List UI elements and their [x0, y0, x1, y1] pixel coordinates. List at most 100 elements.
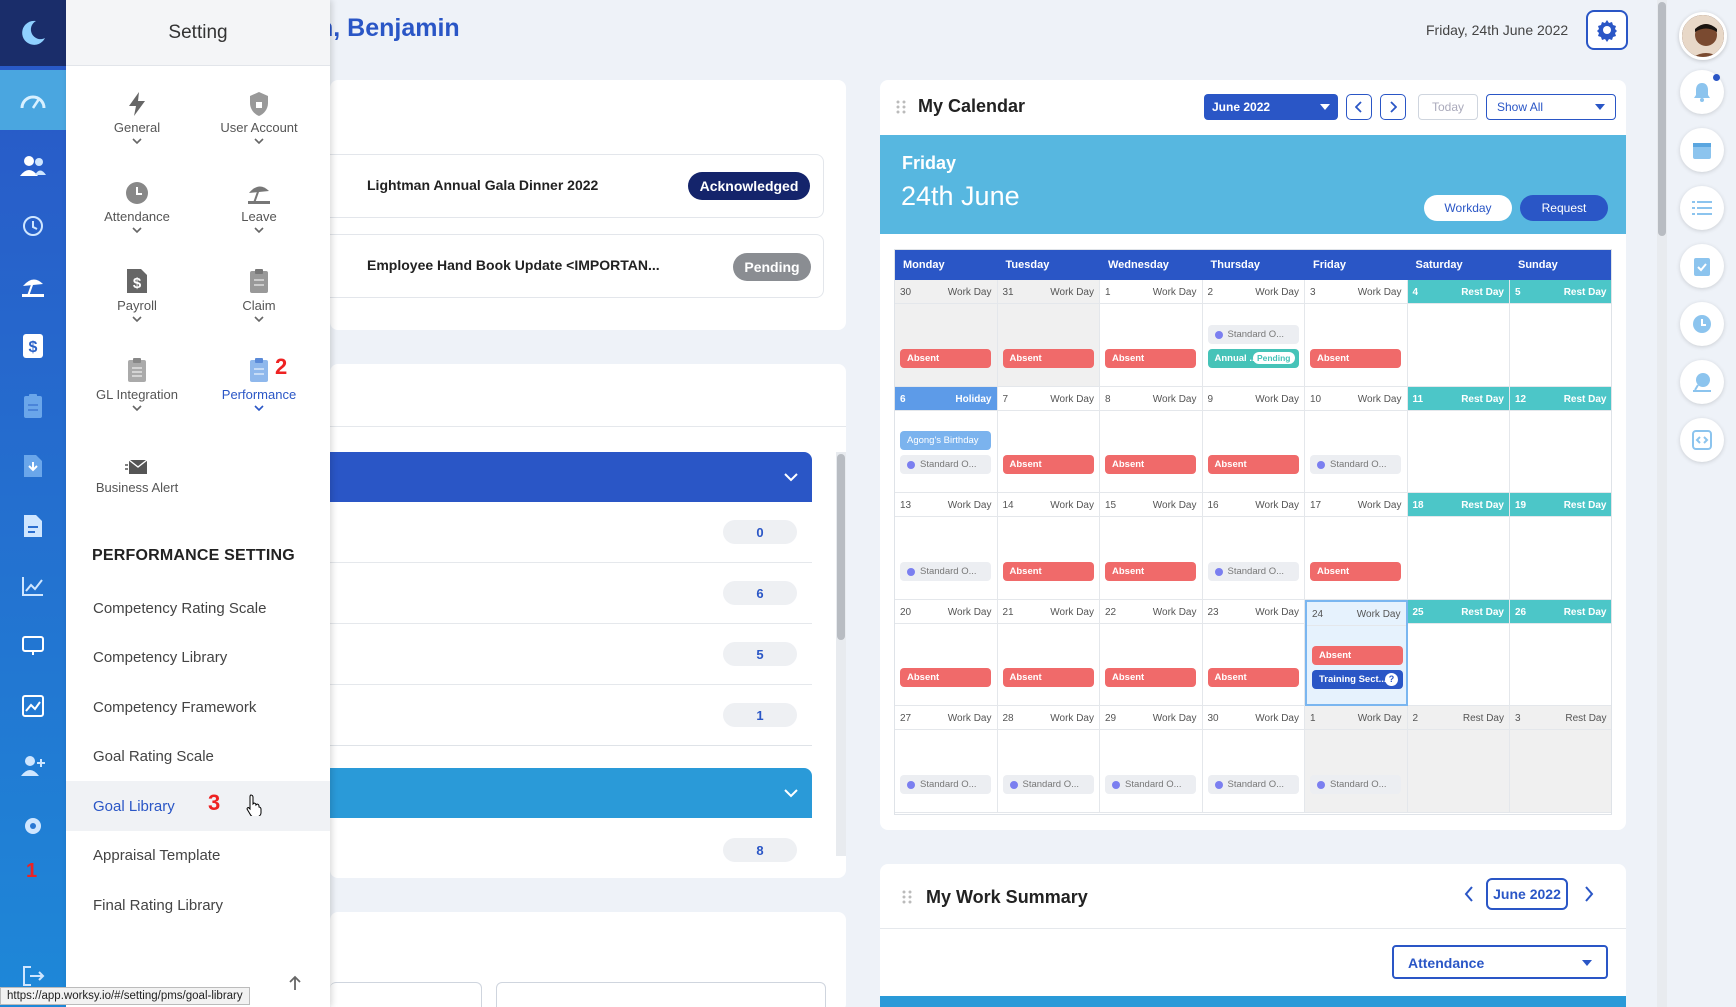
- calendar-day-cell[interactable]: 17 Work Day Absent: [1305, 493, 1408, 600]
- calendar-day-cell[interactable]: 6 Holiday Agong's Birthday Standard O...: [895, 386, 998, 493]
- category-leave[interactable]: Leave: [198, 177, 320, 234]
- list-shortcut-button[interactable]: [1680, 186, 1724, 230]
- monitor-icon[interactable]: [0, 616, 66, 676]
- calendar-event-absent[interactable]: Absent: [1002, 455, 1094, 474]
- calendar-event-absent[interactable]: Absent: [1207, 668, 1299, 687]
- calendar-day-cell[interactable]: 8 Work Day Absent: [1100, 386, 1203, 493]
- count-row[interactable]: 5: [330, 624, 812, 685]
- prev-month-button[interactable]: [1346, 94, 1372, 120]
- calendar-event-absent[interactable]: Absent: [900, 348, 991, 368]
- category-general[interactable]: General: [76, 88, 198, 145]
- category-business-alert[interactable]: Business Alert: [76, 448, 198, 495]
- document-icon[interactable]: [0, 496, 66, 556]
- history-icon[interactable]: [0, 196, 66, 256]
- calendar-event-absent[interactable]: Absent: [1312, 646, 1403, 665]
- settings-gear-rail-icon[interactable]: [0, 796, 66, 856]
- calendar-day-cell[interactable]: 14 Work Day Absent: [997, 493, 1100, 600]
- request-button[interactable]: Request: [1520, 195, 1608, 221]
- calendar-event-std[interactable]: Standard O...: [900, 774, 991, 794]
- calendar-event-absent[interactable]: Absent: [1002, 668, 1094, 687]
- calendar-day-cell[interactable]: 21 Work Day Absent: [997, 599, 1100, 706]
- work-summary-month[interactable]: June 2022: [1486, 878, 1568, 910]
- chevron-right-icon[interactable]: [1584, 886, 1594, 902]
- category-attendance[interactable]: Attendance: [76, 177, 198, 234]
- chevron-left-icon[interactable]: [1464, 886, 1474, 902]
- calendar-event-absent[interactable]: Absent: [1002, 561, 1094, 581]
- menu-appraisal-template[interactable]: Appraisal Template: [93, 846, 221, 864]
- dashboard-icon[interactable]: [0, 70, 66, 130]
- collapsible-section-header[interactable]: [330, 768, 812, 818]
- filter-select[interactable]: Show All: [1486, 94, 1616, 120]
- count-row[interactable]: 6: [330, 563, 812, 624]
- month-select[interactable]: June 2022: [1204, 94, 1338, 120]
- calendar-day-cell[interactable]: 15 Work Day Absent: [1100, 493, 1203, 600]
- menu-goal-rating-scale[interactable]: Goal Rating Scale: [93, 747, 214, 765]
- calendar-event-std[interactable]: Standard O...: [900, 455, 991, 474]
- avatar[interactable]: [1679, 12, 1727, 60]
- count-row[interactable]: 8: [330, 818, 812, 862]
- calendar-day-cell[interactable]: 25 Rest Day: [1407, 599, 1510, 706]
- calendar-day-cell[interactable]: 12 Rest Day: [1510, 386, 1611, 493]
- chart-line-icon[interactable]: [0, 556, 66, 616]
- settings-button[interactable]: [1586, 10, 1628, 50]
- calendar-day-cell[interactable]: 30 Work Day Standard O...: [1202, 706, 1305, 813]
- menu-final-rating-library[interactable]: Final Rating Library: [93, 896, 224, 914]
- category-payroll[interactable]: $ Payroll: [76, 266, 198, 323]
- calendar-event-bday[interactable]: Agong's Birthday: [900, 431, 991, 450]
- count-row[interactable]: 1: [330, 685, 812, 746]
- drag-handle-icon[interactable]: [896, 100, 906, 114]
- calendar-event-std[interactable]: Standard O...: [1105, 774, 1196, 794]
- category-gl-integration[interactable]: GL Integration: [76, 355, 198, 412]
- calendar-day-cell[interactable]: 1 Work Day Absent: [1100, 280, 1203, 387]
- page-scrollbar[interactable]: [1657, 0, 1667, 1007]
- calendar-event-std[interactable]: Standard O...: [1310, 774, 1401, 794]
- calendar-day-cell[interactable]: 1 Work Day Standard O...: [1305, 706, 1408, 813]
- calendar-event-std[interactable]: Standard O...: [1207, 774, 1299, 794]
- arrow-up-icon[interactable]: [288, 975, 302, 991]
- calendar-event-std[interactable]: Standard O...: [1310, 455, 1401, 474]
- calendar-event-absent[interactable]: Absent: [1105, 455, 1196, 474]
- calendar-day-cell[interactable]: 2 Work Day Standard O... Annual ... Pending: [1202, 280, 1305, 387]
- workday-button[interactable]: Workday: [1424, 195, 1512, 221]
- drag-handle-icon[interactable]: [902, 890, 912, 904]
- location-shortcut-button[interactable]: [1680, 360, 1724, 404]
- today-button[interactable]: Today: [1418, 94, 1478, 120]
- announcement-item[interactable]: Lightman Annual Gala Dinner 2022 Acknowl…: [330, 154, 824, 218]
- calendar-day-cell[interactable]: 18 Rest Day: [1407, 493, 1510, 600]
- task-shortcut-button[interactable]: [1680, 244, 1724, 288]
- employees-icon[interactable]: [0, 136, 66, 196]
- calendar-event-train[interactable]: Training Sect...?: [1312, 670, 1403, 689]
- calendar-day-cell[interactable]: 26 Rest Day: [1510, 599, 1611, 706]
- notifications-button[interactable]: [1680, 70, 1724, 114]
- section-scrollbar[interactable]: [836, 452, 846, 856]
- payroll-icon[interactable]: $: [0, 316, 66, 376]
- calendar-event-std[interactable]: Standard O...: [1002, 774, 1094, 794]
- calendar-day-cell[interactable]: 3 Work Day Absent: [1305, 280, 1408, 387]
- calendar-event-absent[interactable]: Absent: [1207, 455, 1299, 474]
- calendar-day-cell[interactable]: 10 Work Day Standard O...: [1305, 386, 1408, 493]
- calendar-event-leave[interactable]: Annual ... Pending: [1207, 348, 1299, 368]
- calendar-day-cell[interactable]: 4 Rest Day: [1407, 280, 1510, 387]
- download-doc-icon[interactable]: [0, 436, 66, 496]
- calendar-day-cell[interactable]: 3 Rest Day: [1510, 706, 1611, 813]
- count-row[interactable]: 0: [330, 502, 812, 563]
- time-shortcut-button[interactable]: [1680, 302, 1724, 346]
- calendar-event-std[interactable]: Standard O...: [900, 561, 991, 581]
- calendar-shortcut-button[interactable]: [1680, 128, 1724, 172]
- calendar-day-cell[interactable]: 7 Work Day Absent: [997, 386, 1100, 493]
- announcement-item[interactable]: Employee Hand Book Update <IMPORTAN... P…: [330, 234, 824, 298]
- calendar-event-absent[interactable]: Absent: [1310, 561, 1401, 581]
- menu-competency-library[interactable]: Competency Library: [93, 648, 228, 666]
- category-performance[interactable]: Performance: [198, 355, 320, 412]
- leave-icon[interactable]: [0, 256, 66, 316]
- calendar-day-cell[interactable]: 29 Work Day Standard O...: [1100, 706, 1203, 813]
- calendar-day-cell[interactable]: 28 Work Day Standard O...: [997, 706, 1100, 813]
- calendar-day-cell[interactable]: 11 Rest Day: [1407, 386, 1510, 493]
- calendar-day-cell[interactable]: 5 Rest Day: [1510, 280, 1611, 387]
- calendar-event-absent[interactable]: Absent: [1310, 348, 1401, 368]
- calendar-event-absent[interactable]: Absent: [1105, 561, 1196, 581]
- calendar-event-std[interactable]: Standard O...: [1207, 561, 1299, 581]
- menu-competency-rating-scale[interactable]: Competency Rating Scale: [93, 599, 267, 617]
- menu-competency-framework[interactable]: Competency Framework: [93, 698, 257, 716]
- calendar-day-cell[interactable]: 23 Work Day Absent: [1202, 599, 1305, 706]
